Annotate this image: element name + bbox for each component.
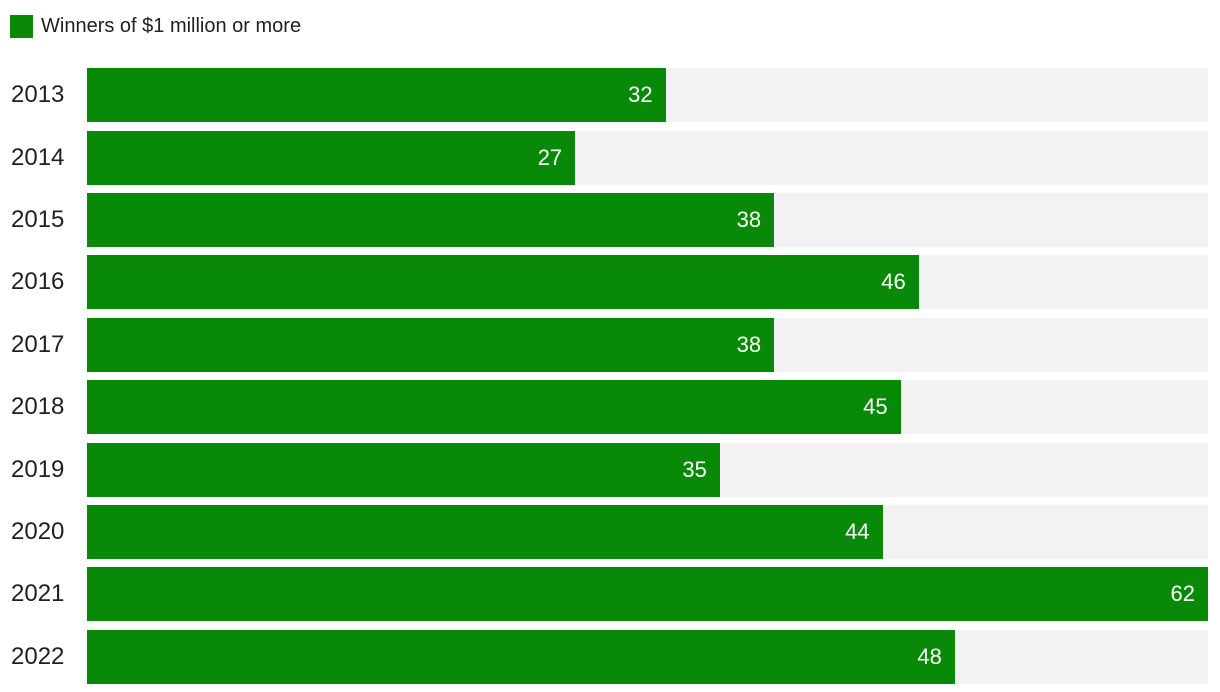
year-label: 2020	[11, 517, 65, 545]
bar: 35	[87, 442, 720, 497]
bar-value-label: 45	[863, 394, 888, 420]
bar-track: 46	[87, 255, 1208, 310]
bar: 44	[87, 504, 883, 559]
bar-value-label: 38	[736, 331, 762, 357]
bar: 46	[87, 255, 919, 310]
bar-track: 45	[87, 380, 1208, 435]
bar-chart: 2013 32 2014 27 2015 38 2016 46 2017 38 2018 45 2019…	[0, 64, 1220, 688]
year-label: 2015	[11, 205, 65, 233]
bar: 32	[87, 68, 666, 123]
year-label: 2018	[11, 393, 65, 421]
year-label: 2017	[11, 330, 65, 358]
bar-value-label: 35	[682, 456, 707, 482]
bar: 38	[87, 192, 775, 247]
year-label: 2014	[11, 143, 65, 171]
bar-track: 48	[87, 629, 1208, 684]
bar-track: 32	[87, 68, 1208, 123]
year-label: 2013	[11, 81, 65, 109]
chart-row: 2022 48	[0, 626, 1220, 688]
bar-track: 38	[87, 192, 1208, 247]
year-label: 2021	[11, 580, 65, 608]
chart-row: 2018 45	[0, 376, 1220, 438]
bar-value-label: 62	[1170, 581, 1195, 607]
chart-row: 2020 44	[0, 501, 1220, 563]
bar: 38	[87, 317, 775, 372]
legend-label: Winners of $1 million or more	[41, 15, 302, 37]
bar-value-label: 46	[881, 269, 906, 295]
bar: 62	[87, 567, 1208, 622]
bar: 27	[87, 130, 576, 185]
bar-value-label: 38	[736, 206, 762, 232]
bar-track: 44	[87, 504, 1208, 559]
bar: 48	[87, 629, 955, 684]
bar-track: 62	[87, 567, 1208, 622]
bar-track: 27	[87, 130, 1208, 185]
year-label: 2019	[11, 455, 65, 483]
chart-row: 2019 35	[0, 438, 1220, 500]
year-label: 2022	[11, 642, 65, 670]
bar-track: 38	[87, 317, 1208, 372]
bar: 45	[87, 380, 901, 435]
bar-value-label: 48	[917, 643, 942, 669]
chart-row: 2013 32	[0, 64, 1220, 126]
legend-swatch-icon	[10, 15, 33, 38]
chart-row: 2014 27	[0, 126, 1220, 188]
legend: Winners of $1 million or more	[10, 15, 1220, 38]
bar-value-label: 32	[628, 82, 653, 108]
chart-row: 2015 38	[0, 189, 1220, 251]
year-label: 2016	[11, 268, 65, 296]
chart-row: 2017 38	[0, 314, 1220, 376]
bar-track: 35	[87, 442, 1208, 497]
bar-value-label: 44	[845, 518, 870, 544]
bar-value-label: 27	[537, 144, 563, 170]
chart-row: 2016 46	[0, 251, 1220, 313]
chart-row: 2021 62	[0, 563, 1220, 625]
